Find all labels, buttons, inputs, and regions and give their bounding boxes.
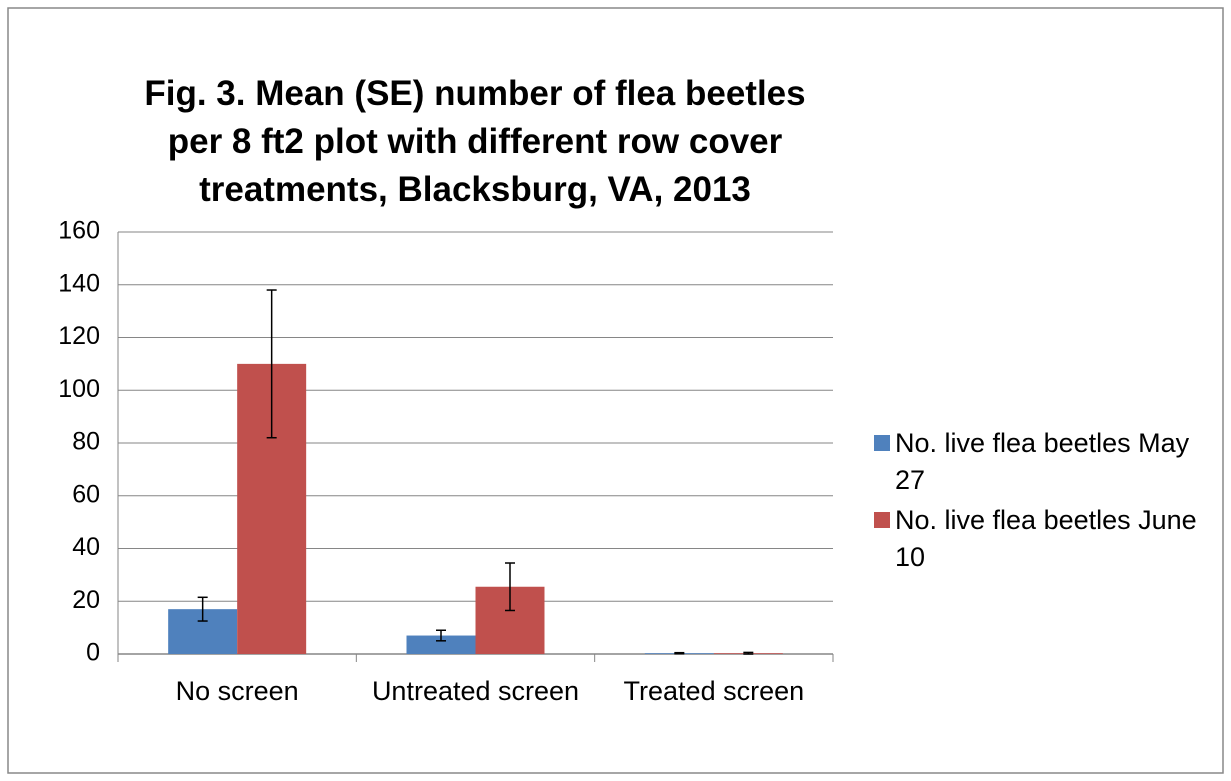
legend-swatch [874,512,890,528]
x-tick-label: Untreated screen [371,676,580,706]
y-tick-label: 20 [72,586,100,614]
y-tick-label: 140 [58,269,100,297]
y-tick-label: 80 [72,428,100,456]
y-tick-label: 100 [58,375,100,403]
legend-label: No. live flea beetles May 27 [895,428,1190,495]
legend-swatch [874,435,890,451]
error-bar [436,629,446,642]
error-bar [266,289,277,439]
y-tick-label: 0 [86,639,100,667]
bar [406,635,476,654]
error-bar [197,596,208,622]
error-bar [674,651,685,655]
x-tick-label: Treated screen [623,676,805,706]
y-tick-label: 60 [72,480,100,508]
x-tick-label: No screen [175,676,299,706]
y-tick-label: 40 [72,533,100,561]
error-bar [505,562,515,612]
legend-label: No. live flea beetles June 10 [895,505,1197,572]
y-tick-label: 160 [58,217,100,245]
error-bar [743,651,754,655]
chart-title: Fig. 3. Mean (SE) number of flea beetles… [144,74,806,209]
y-tick-label: 120 [58,322,100,350]
